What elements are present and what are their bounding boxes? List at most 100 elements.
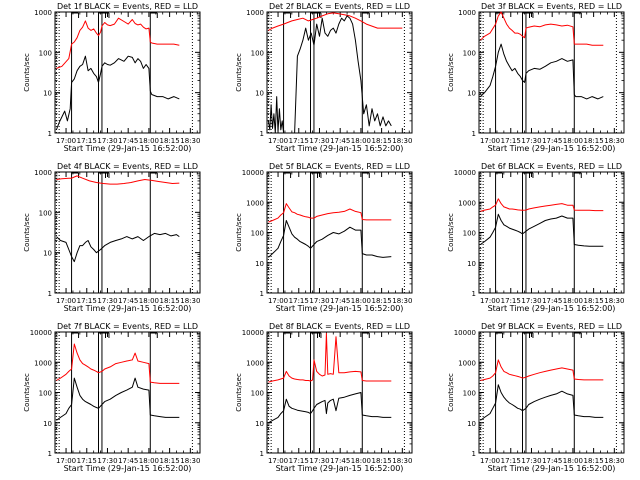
chart-panel: Det 8f BLACK = Events, RED = LLD Start Ti… <box>235 322 413 473</box>
chart-title: Det 3f BLACK = Events, RED = LLD <box>481 2 622 11</box>
x-tick-label: 17:15 <box>289 457 309 465</box>
x-tick-label: 18:15 <box>160 137 180 145</box>
lld-series-line <box>480 359 604 381</box>
x-tick-label: 18:15 <box>584 457 604 465</box>
x-tick-label: 17:30 <box>309 137 329 145</box>
y-axis-label: Counts/sec <box>447 53 455 92</box>
x-tick-label: 17:30 <box>309 457 329 465</box>
chart-panel: Det 2f BLACK = Events, RED = LLD Start Ti… <box>235 2 413 153</box>
x-tick-label: 17:30 <box>521 297 541 305</box>
y-tick-label: 1 <box>260 130 264 138</box>
y-tick-label: 10000 <box>454 329 476 337</box>
x-tick-label: 18:00 <box>139 137 159 145</box>
x-tick-label: 17:00 <box>268 297 288 305</box>
y-tick-label: 10 <box>43 250 52 258</box>
x-tick-label: 18:30 <box>180 137 200 145</box>
plot-frame <box>54 331 201 454</box>
x-tick-label: 18:30 <box>180 297 200 305</box>
y-tick-label: 100 <box>251 230 264 238</box>
events-series-line <box>480 384 604 421</box>
plot-frame <box>266 171 413 294</box>
y-tick-label: 100 <box>463 390 476 398</box>
x-tick-label: 18:15 <box>372 457 392 465</box>
x-tick-label: 17:00 <box>480 457 500 465</box>
plot-frame <box>266 11 413 134</box>
x-tick-label: 17:30 <box>521 457 541 465</box>
x-tick-label: 17:15 <box>77 137 97 145</box>
y-tick-label: 1000 <box>34 359 52 367</box>
x-tick-label: 18:15 <box>372 297 392 305</box>
y-tick-label: 100 <box>39 49 52 57</box>
y-tick-label: 1 <box>472 450 476 458</box>
x-tick-label: 17:00 <box>268 137 288 145</box>
y-axis-label: Counts/sec <box>235 53 243 92</box>
y-axis-label: Counts/sec <box>235 213 243 252</box>
x-tick-label: 17:45 <box>330 297 350 305</box>
x-axis-label: Start Time (29-Jan-15 16:52:00) <box>64 464 192 473</box>
x-tick-label: 18:00 <box>351 457 371 465</box>
chart-panel: Det 6f BLACK = Events, RED = LLD Start Ti… <box>447 162 625 313</box>
x-tick-label: 18:00 <box>563 457 583 465</box>
plot-frame <box>54 171 201 294</box>
chart-panel: Det 7f BLACK = Events, RED = LLD Start Ti… <box>23 322 201 473</box>
x-tick-label: 17:15 <box>77 457 97 465</box>
x-axis-label: Start Time (29-Jan-15 16:52:00) <box>488 144 616 153</box>
y-tick-label: 10000 <box>242 329 264 337</box>
x-tick-label: 18:00 <box>351 137 371 145</box>
y-tick-label: 1000 <box>34 9 52 17</box>
x-tick-label: 17:00 <box>268 457 288 465</box>
events-series-line <box>268 220 392 258</box>
y-tick-label: 100 <box>251 49 264 57</box>
x-tick-label: 17:15 <box>77 297 97 305</box>
y-tick-label: 1 <box>260 450 264 458</box>
y-tick-label: 100 <box>463 230 476 238</box>
x-tick-label: 18:00 <box>139 457 159 465</box>
lld-series-line <box>56 17 180 69</box>
x-tick-label: 17:00 <box>56 297 76 305</box>
chart-panel: Det 4f BLACK = Events, RED = LLD Start Ti… <box>23 162 201 313</box>
x-tick-label: 18:15 <box>160 457 180 465</box>
x-axis-label: Start Time (29-Jan-15 16:52:00) <box>488 304 616 313</box>
x-tick-label: 17:30 <box>97 457 117 465</box>
x-tick-label: 17:45 <box>118 137 138 145</box>
plot-frame <box>54 11 201 134</box>
lld-series-line <box>56 175 180 185</box>
x-tick-label: 17:30 <box>309 297 329 305</box>
y-tick-label: 1000 <box>246 199 264 207</box>
x-tick-label: 17:15 <box>289 137 309 145</box>
x-tick-label: 18:00 <box>563 297 583 305</box>
x-tick-label: 18:30 <box>604 137 624 145</box>
x-tick-label: 18:30 <box>392 137 412 145</box>
y-tick-label: 10 <box>467 90 476 98</box>
y-tick-label: 10 <box>467 420 476 428</box>
y-tick-label: 1 <box>48 450 52 458</box>
y-tick-label: 10000 <box>454 169 476 177</box>
x-tick-label: 17:30 <box>97 297 117 305</box>
chart-title: Det 5f BLACK = Events, RED = LLD <box>269 162 410 171</box>
y-tick-label: 1000 <box>458 9 476 17</box>
x-tick-label: 18:15 <box>160 297 180 305</box>
x-tick-label: 18:00 <box>139 297 159 305</box>
x-tick-label: 17:00 <box>480 297 500 305</box>
x-tick-label: 17:45 <box>542 297 562 305</box>
y-axis-label: Counts/sec <box>447 213 455 252</box>
y-tick-label: 1000 <box>246 9 264 17</box>
chart-panel: Det 3f BLACK = Events, RED = LLD Start Ti… <box>447 2 625 153</box>
y-tick-label: 100 <box>39 209 52 217</box>
y-tick-label: 1 <box>48 130 52 138</box>
x-axis-label: Start Time (29-Jan-15 16:52:00) <box>276 464 404 473</box>
x-tick-label: 17:45 <box>330 457 350 465</box>
x-tick-label: 18:30 <box>604 297 624 305</box>
y-tick-label: 100 <box>251 390 264 398</box>
x-tick-label: 17:00 <box>56 137 76 145</box>
y-tick-label: 10000 <box>30 329 52 337</box>
x-tick-label: 18:30 <box>180 457 200 465</box>
chart-panel: Det 5f BLACK = Events, RED = LLD Start Ti… <box>235 162 413 313</box>
lld-series-line <box>268 12 403 31</box>
x-tick-label: 18:00 <box>563 137 583 145</box>
x-tick-label: 17:45 <box>542 137 562 145</box>
x-axis-label: Start Time (29-Jan-15 16:52:00) <box>64 304 192 313</box>
events-series-line <box>268 392 392 424</box>
plot-frame <box>478 171 625 294</box>
x-tick-label: 17:15 <box>501 457 521 465</box>
